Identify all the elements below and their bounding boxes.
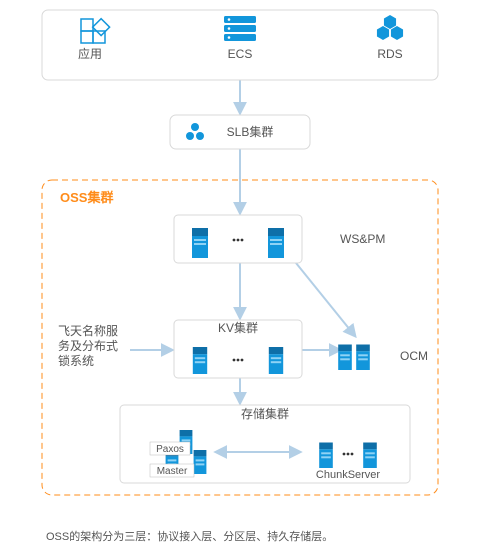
svg-text:务及分布式: 务及分布式 bbox=[58, 338, 118, 353]
server-icon bbox=[193, 347, 207, 354]
app-icon bbox=[81, 19, 93, 31]
server-icon bbox=[180, 430, 193, 436]
server-icon bbox=[319, 443, 333, 450]
ellipsis-icon bbox=[241, 359, 244, 362]
rds-label: RDS bbox=[377, 47, 402, 61]
server-icon bbox=[194, 450, 207, 456]
storage-cluster-label: 存储集群 bbox=[241, 406, 289, 421]
oss-cluster-label: OSS集群 bbox=[60, 190, 113, 205]
ellipsis-icon bbox=[351, 453, 354, 456]
master-label: Master bbox=[157, 466, 188, 477]
wspm-label: WS&PM bbox=[340, 232, 385, 246]
paxos-label: Paxos bbox=[156, 444, 184, 455]
ocm-label: OCM bbox=[400, 349, 428, 363]
server-icon bbox=[268, 228, 284, 236]
server-icon bbox=[192, 228, 208, 236]
rds-icon bbox=[377, 26, 389, 40]
ellipsis-icon bbox=[233, 239, 236, 242]
ellipsis-icon bbox=[347, 453, 350, 456]
svg-text:锁系统: 锁系统 bbox=[58, 353, 94, 368]
server-icon bbox=[356, 345, 370, 352]
kv-label: KV集群 bbox=[218, 320, 258, 335]
rds-icon bbox=[384, 15, 396, 29]
server-icon bbox=[363, 443, 377, 450]
chunkserver-label: ChunkServer bbox=[316, 469, 381, 481]
ellipsis-icon bbox=[233, 359, 236, 362]
slb-label: SLB集群 bbox=[227, 124, 274, 139]
figure-caption: OSS的架构分为三层：协议接入层、分区层、持久存储层。 bbox=[46, 528, 333, 544]
slb-icon bbox=[191, 123, 199, 131]
ellipsis-icon bbox=[237, 359, 240, 362]
flow-arrow bbox=[296, 263, 355, 336]
ellipsis-icon bbox=[343, 453, 346, 456]
ellipsis-icon bbox=[241, 239, 244, 242]
rds-icon bbox=[391, 26, 403, 40]
server-icon bbox=[269, 347, 283, 354]
server-icon bbox=[338, 345, 352, 352]
ellipsis-icon bbox=[237, 239, 240, 242]
ecs-label: ECS bbox=[228, 47, 253, 61]
naming-service-label: 飞天名称服 bbox=[58, 323, 118, 338]
app-label: 应用 bbox=[78, 46, 102, 61]
